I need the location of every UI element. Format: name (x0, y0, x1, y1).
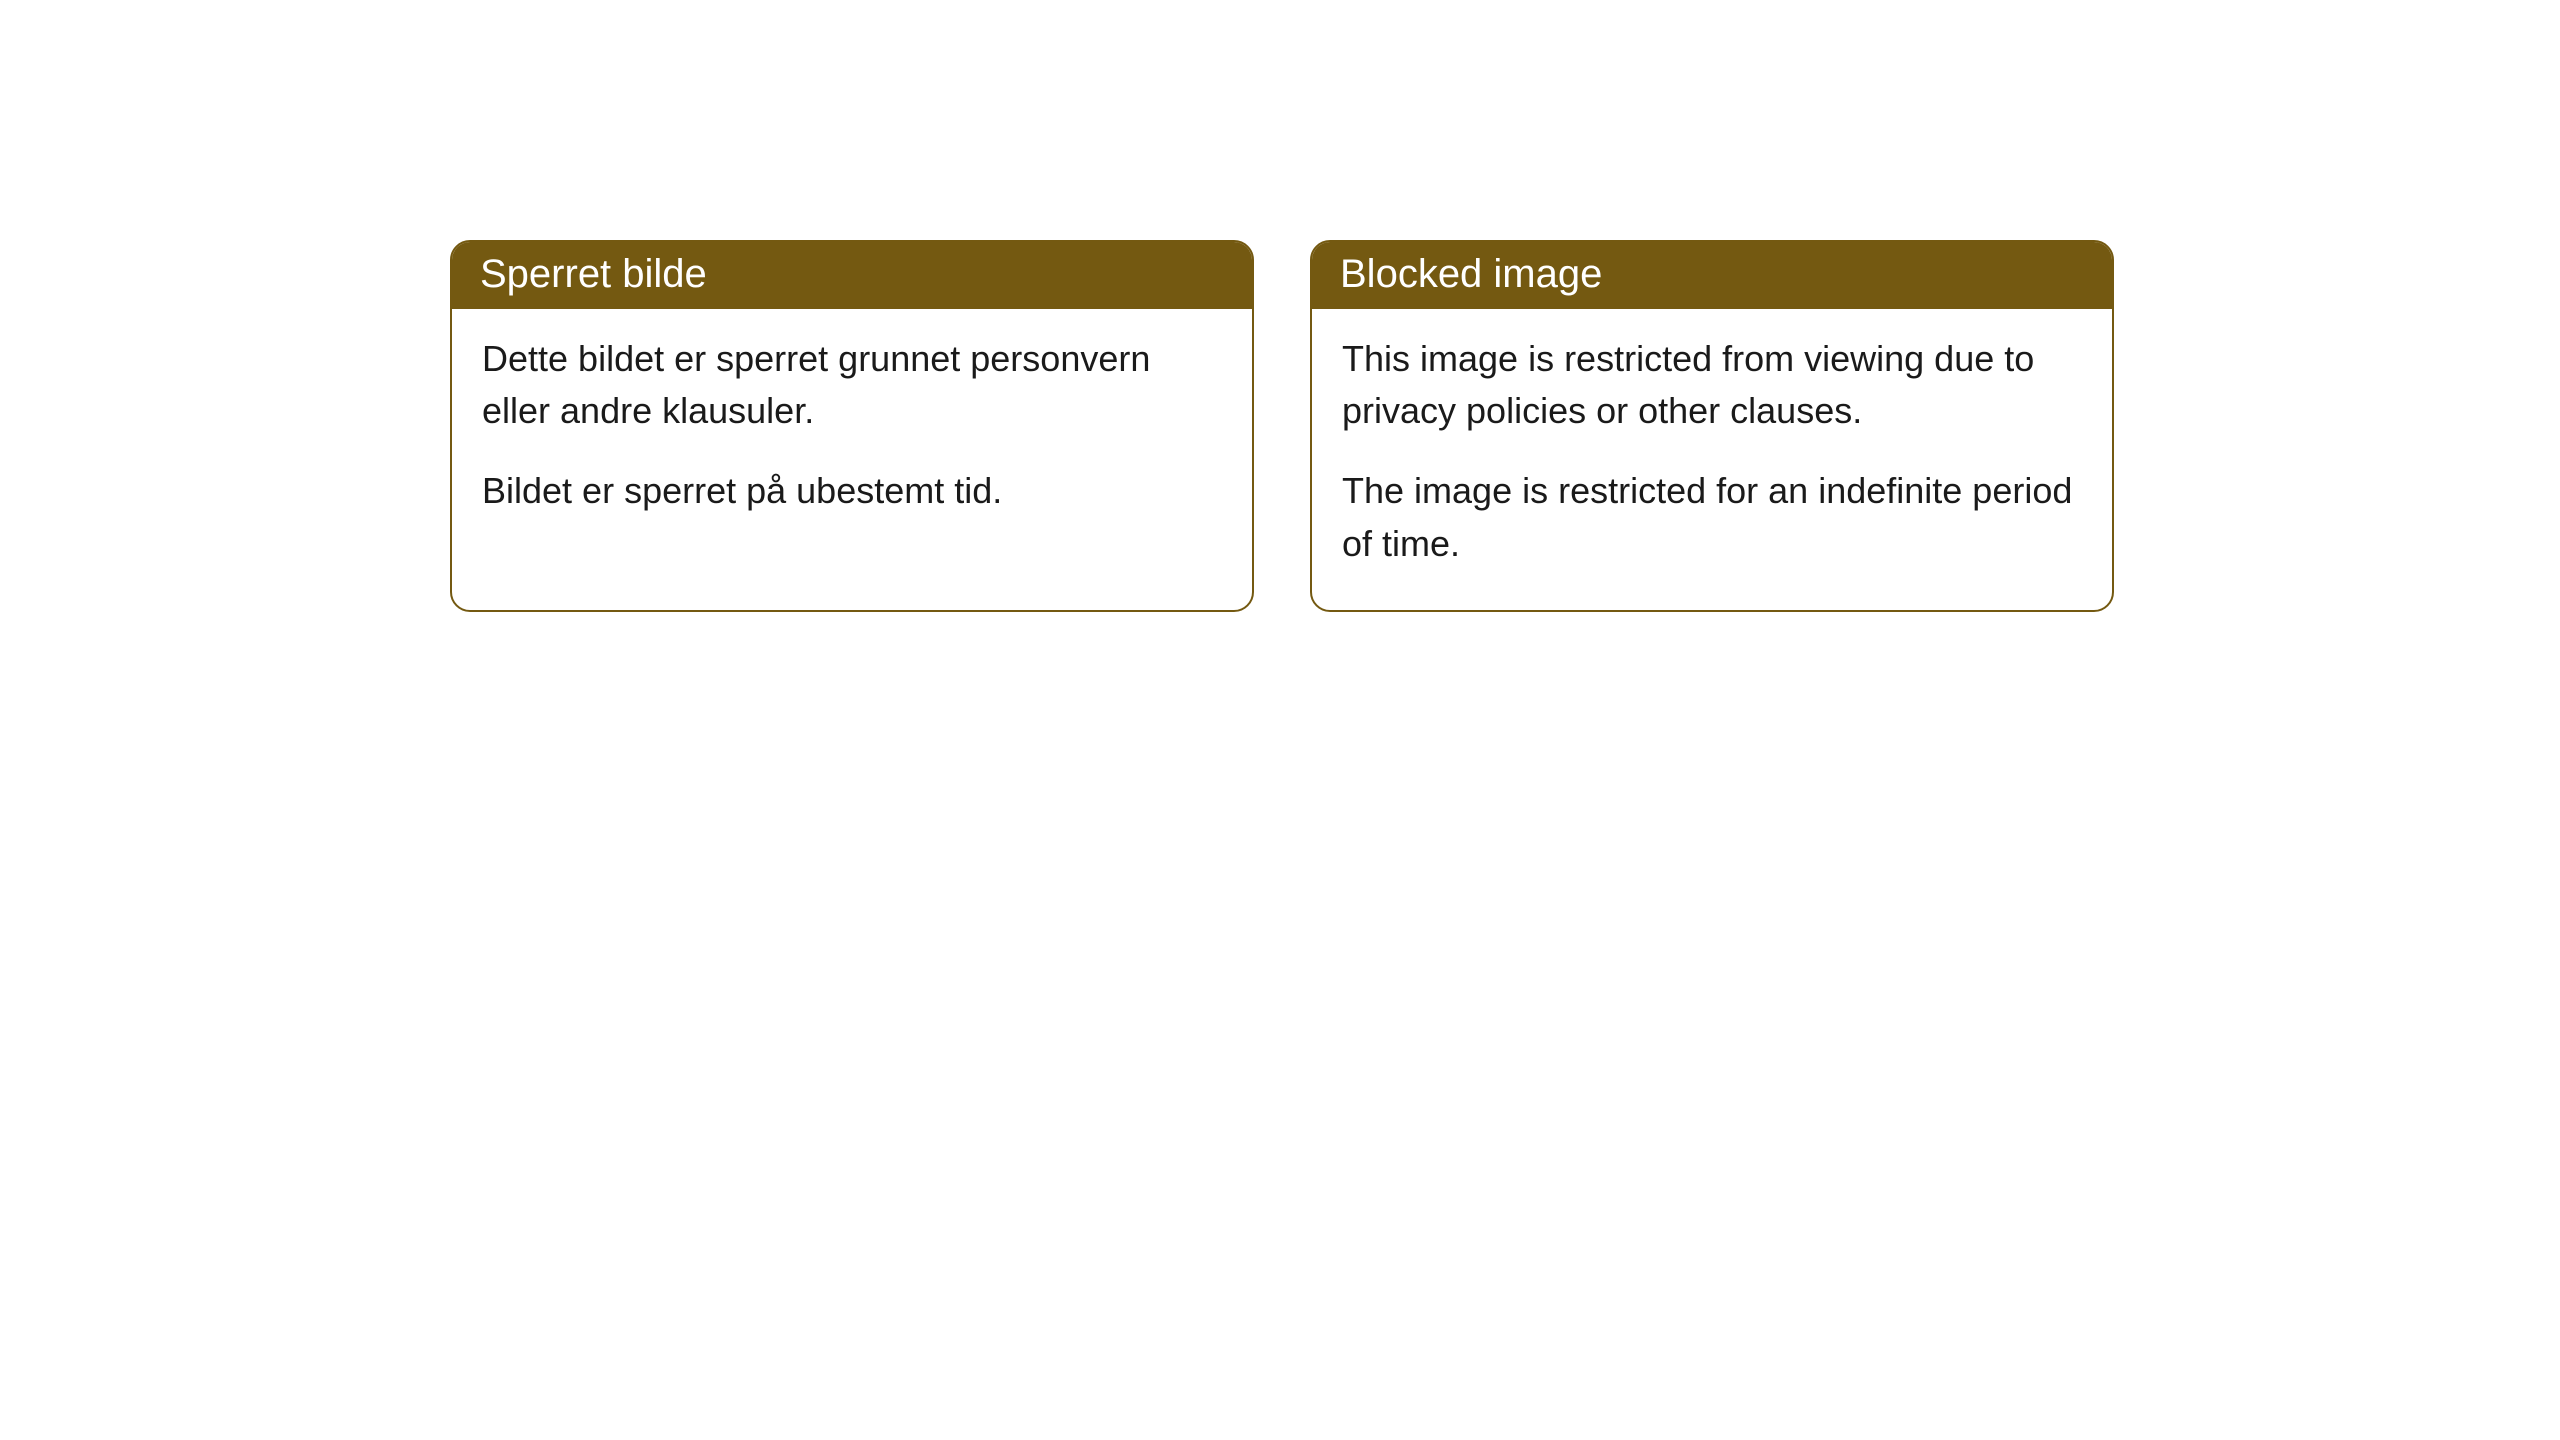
card-header: Blocked image (1312, 242, 2112, 309)
card-paragraph: Dette bildet er sperret grunnet personve… (482, 333, 1222, 437)
card-paragraph: The image is restricted for an indefinit… (1342, 465, 2082, 569)
notice-card-english: Blocked image This image is restricted f… (1310, 240, 2114, 612)
card-body: This image is restricted from viewing du… (1312, 309, 2112, 610)
card-title: Blocked image (1340, 252, 1602, 296)
notice-card-norwegian: Sperret bilde Dette bildet er sperret gr… (450, 240, 1254, 612)
card-header: Sperret bilde (452, 242, 1252, 309)
notice-cards-container: Sperret bilde Dette bildet er sperret gr… (450, 240, 2114, 612)
card-paragraph: This image is restricted from viewing du… (1342, 333, 2082, 437)
card-paragraph: Bildet er sperret på ubestemt tid. (482, 465, 1222, 517)
card-body: Dette bildet er sperret grunnet personve… (452, 309, 1252, 558)
card-title: Sperret bilde (480, 252, 707, 296)
